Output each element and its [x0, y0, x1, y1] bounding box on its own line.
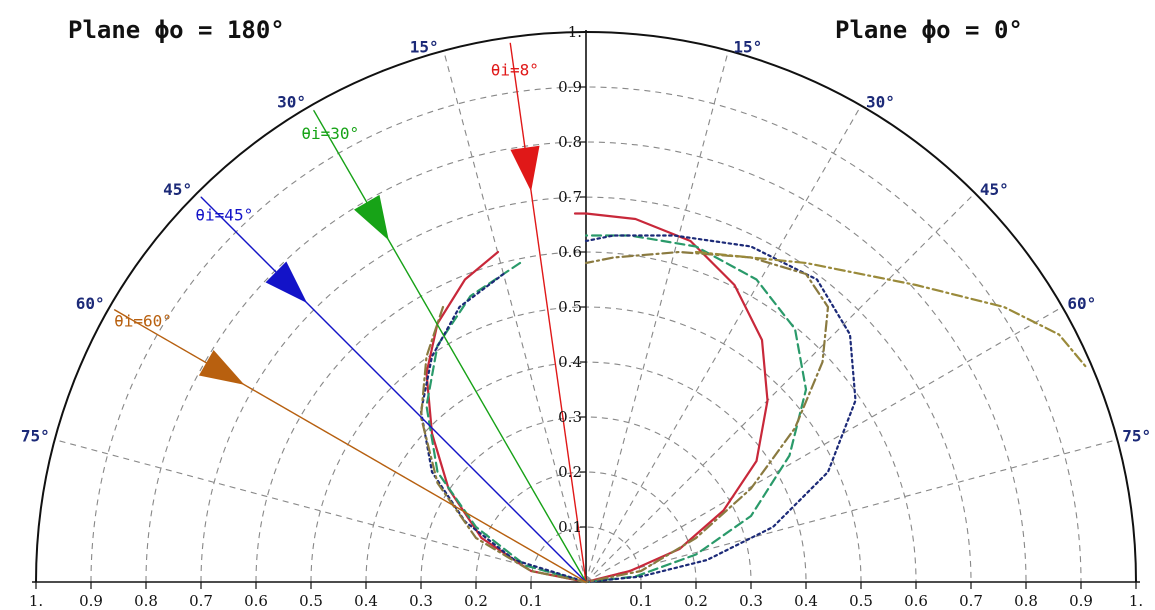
series-curve-5	[694, 250, 1088, 369]
grid-spoke	[585, 50, 729, 583]
grid-spoke	[585, 306, 1063, 583]
incidence-line-2	[313, 110, 587, 583]
angle-label: 75°	[1122, 427, 1151, 446]
axes	[32, 30, 1140, 589]
x-tick-label: 0.5	[299, 592, 323, 610]
y-tick-label: 0.5	[558, 298, 582, 316]
y-tick-label: 0.7	[558, 188, 582, 206]
incidence-label-1: θi=8°	[491, 60, 539, 79]
angle-label: 75°	[21, 427, 50, 446]
y-tick-label: 0.1	[558, 518, 582, 536]
x-tick-label: 0.2	[464, 592, 488, 610]
incidence-line-3	[200, 196, 587, 583]
angle-label: 45°	[980, 180, 1009, 199]
incidence-label-3: θi=45°	[195, 205, 253, 224]
y-tick-label: 0.8	[558, 133, 582, 151]
x-tick-label: 0.5	[849, 592, 873, 610]
x-tick-label: 1.	[29, 592, 43, 610]
incidence-label-2: θi=30°	[301, 124, 359, 143]
x-tick-label: 0.2	[684, 592, 708, 610]
angle-label: 45°	[163, 180, 192, 199]
x-tick-label: 0.8	[1014, 592, 1038, 610]
x-tick-label: 0.6	[904, 592, 928, 610]
grid-spoke	[54, 439, 587, 583]
x-tick-label: 0.9	[1069, 592, 1093, 610]
x-tick-label: 0.1	[519, 592, 543, 610]
angle-label: 60°	[1067, 294, 1096, 313]
plane-title-left: Plane ϕo = 180°	[68, 16, 285, 44]
x-tick-label: 1.	[1129, 592, 1143, 610]
x-tick-label: 0.1	[629, 592, 653, 610]
y-tick-label: 0.9	[558, 78, 582, 96]
y-tick-label: 0.4	[558, 353, 582, 371]
incidence-label-4: θi=60°	[114, 311, 172, 330]
x-tick-label: 0.3	[739, 592, 763, 610]
grid-circle-7	[200, 196, 972, 583]
y-tick-label: 0.2	[558, 463, 582, 481]
x-tick-label: 0.6	[244, 592, 268, 610]
incidence-arrow-3	[265, 261, 308, 304]
angle-label: 15°	[410, 38, 439, 57]
incidence-arrow-4	[198, 350, 245, 385]
plane-title-right: Plane ϕo = 0°	[835, 16, 1023, 44]
chart-labels: Plane ϕo = 180° Plane ϕo = 0° 0.1 0.1 0.1 0…	[21, 16, 1151, 610]
grid-circle-1	[530, 526, 642, 583]
grid-spoke	[443, 50, 587, 583]
incidence-arrow-1	[510, 145, 540, 192]
grid-circle-3	[420, 416, 752, 583]
y-tick-label: 1.	[568, 23, 582, 41]
x-tick-label: 0.8	[134, 592, 158, 610]
x-tick-label: 0.4	[794, 592, 818, 610]
incidence-line-1	[509, 42, 587, 583]
grid-circle-9	[90, 86, 1082, 583]
y-tick-label: 0.3	[558, 408, 582, 426]
grid-spoke	[585, 439, 1118, 583]
grid-spoke	[585, 105, 862, 583]
x-tick-label: 0.7	[959, 592, 983, 610]
incidence-line-4	[114, 309, 587, 583]
grid-spoke	[585, 192, 976, 583]
series-curve-2	[425, 234, 808, 584]
incidence-arrow-2	[354, 194, 389, 241]
series-curve-1	[425, 212, 769, 584]
y-tick-label: 0.6	[558, 243, 582, 261]
angle-label: 30°	[866, 93, 895, 112]
x-tick-label: 0.3	[409, 592, 433, 610]
x-tick-label: 0.4	[354, 592, 378, 610]
angle-label: 30°	[277, 93, 306, 112]
x-tick-label: 0.7	[189, 592, 213, 610]
x-tick-label: 0.9	[79, 592, 103, 610]
angle-label: 15°	[733, 38, 762, 57]
incidence-arrows	[114, 42, 587, 583]
angle-label: 60°	[76, 294, 105, 313]
curves	[419, 212, 1088, 584]
